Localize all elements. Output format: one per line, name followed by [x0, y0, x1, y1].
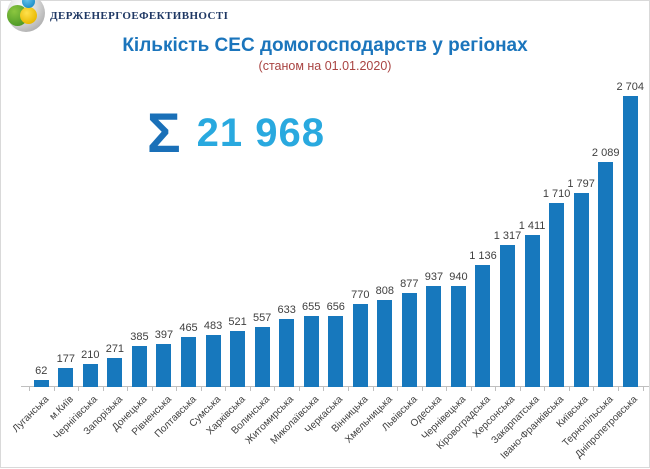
- axis-tick: [274, 387, 276, 391]
- bar: [598, 162, 614, 387]
- bar: [401, 293, 417, 387]
- bar: [58, 368, 74, 387]
- bar-value-label: 633: [277, 304, 296, 316]
- axis-tick: [421, 387, 423, 391]
- axis-tick: [29, 387, 30, 391]
- axis-tick: [249, 387, 251, 391]
- bar-value-label: 483: [203, 320, 223, 332]
- logo-org-name: Держенергоефективності: [50, 10, 229, 22]
- axis-tick: [397, 387, 399, 391]
- axis-tick: [470, 387, 472, 391]
- page-title: Кількість СЕС домогосподарств у регіонах: [122, 35, 528, 56]
- axis-tick: [298, 387, 300, 391]
- bar-value-label: 1 136: [469, 250, 497, 262]
- axis-tick: [323, 387, 325, 391]
- axis-tick: [519, 387, 521, 391]
- bar: [549, 203, 565, 387]
- bar: [573, 193, 589, 387]
- category-label: Луганська: [10, 394, 52, 435]
- bar-value-label: 1 411: [518, 220, 546, 232]
- bar: [426, 286, 442, 387]
- bar-value-label: 397: [154, 329, 174, 341]
- axis-tick: [446, 387, 448, 391]
- axis-tick: [53, 387, 55, 391]
- bar: [328, 316, 344, 387]
- bar-value-label: 770: [351, 289, 370, 301]
- axis-tick: [568, 387, 570, 391]
- logo-sphere-icon: [7, 0, 45, 32]
- bar: [156, 344, 172, 387]
- axis-tick: [495, 387, 497, 391]
- bar: [181, 337, 196, 387]
- bar-value-label: 877: [400, 278, 419, 290]
- bar-value-label: 1 317: [493, 230, 522, 242]
- total-sum-value: 21 968: [196, 110, 325, 155]
- bar: [524, 235, 540, 387]
- sigma-icon: Σ: [147, 101, 181, 164]
- bar-value-label: 465: [179, 322, 198, 334]
- bar-value-label: 557: [252, 312, 272, 324]
- bar: [622, 96, 638, 387]
- axis-tick: [176, 387, 178, 391]
- total-sum-block: Σ 21 968: [147, 105, 325, 161]
- logo-yellow-segment: [20, 7, 37, 24]
- bar-value-label: 385: [130, 331, 149, 343]
- axis-tick: [200, 387, 202, 391]
- axis-tick: [225, 387, 227, 391]
- bar-value-label: 2 704: [616, 81, 644, 93]
- bar-value-label: 62: [35, 365, 48, 377]
- bar: [254, 327, 270, 387]
- bar: [230, 331, 246, 387]
- bar-value-label: 937: [424, 271, 444, 283]
- logo-blue-segment: [22, 0, 35, 8]
- bar-value-label: 940: [449, 271, 468, 283]
- page-subtitle: (станом на 01.01.2020): [258, 59, 392, 73]
- bar: [500, 245, 516, 387]
- bar: [205, 335, 221, 387]
- bar: [450, 286, 466, 387]
- axis-tick: [127, 387, 129, 391]
- bar: [475, 265, 491, 387]
- bar-value-label: 210: [81, 349, 100, 361]
- bar: [131, 346, 147, 387]
- bar-value-label: 808: [375, 285, 395, 297]
- logo: Держенергоефективності: [1, 0, 301, 45]
- axis-tick: [102, 387, 104, 391]
- bar-value-label: 1 710: [542, 188, 571, 200]
- axis-tick: [151, 387, 153, 391]
- bar: [82, 364, 98, 387]
- bar-value-label: 271: [105, 343, 125, 355]
- axis-tick: [642, 387, 644, 391]
- axis-tick: [593, 387, 595, 391]
- bar-value-label: 177: [56, 353, 75, 365]
- bar: [279, 319, 295, 387]
- bar-value-label: 655: [302, 301, 321, 313]
- axis-tick: [348, 387, 350, 391]
- bar: [33, 380, 49, 387]
- bar-value-label: 656: [326, 301, 345, 313]
- axis-tick: [617, 387, 619, 391]
- bar: [377, 300, 393, 387]
- bar-value-label: 1 797: [567, 178, 595, 190]
- bar: [352, 304, 368, 387]
- bar: [303, 316, 319, 387]
- axis-tick: [372, 387, 374, 391]
- axis-tick: [78, 387, 80, 391]
- axis-tick: [544, 387, 546, 391]
- bar-value-label: 521: [228, 316, 247, 328]
- bar-value-label: 2 089: [591, 147, 620, 159]
- bar: [107, 358, 123, 387]
